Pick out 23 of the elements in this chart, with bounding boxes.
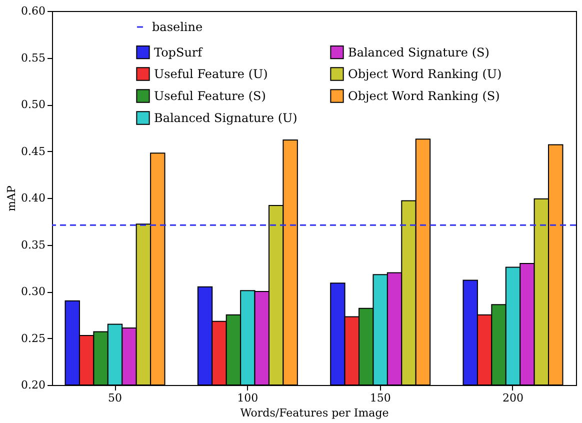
legend-label: Useful Feature (S): [154, 89, 266, 103]
y-tick-label: 0.55: [21, 51, 46, 64]
x-tick-label: 50: [108, 392, 122, 404]
y-tick-label: 0.50: [21, 98, 46, 111]
y-tick-label: 0.60: [21, 4, 46, 18]
legend-label: TopSurf: [154, 45, 204, 60]
legend-label: Balanced Signature (U): [154, 111, 298, 125]
y-tick-label: 0.35: [21, 238, 46, 252]
y-tick-label: 0.40: [21, 192, 46, 204]
x-tick-label: 200: [502, 392, 524, 404]
y-tick-label: 0.30: [21, 285, 46, 298]
x-axis-title: Words/Features per Image: [240, 406, 389, 420]
legend-label: baseline: [152, 20, 203, 34]
y-tick-label: 0.20: [21, 378, 46, 392]
legend-label: Balanced Signature (S): [348, 45, 490, 60]
y-tick-label: 0.45: [21, 144, 46, 158]
y-tick-label: 0.25: [21, 332, 46, 345]
legend-label: Object Word Ranking (S): [348, 89, 500, 103]
legend-label: Useful Feature (U): [154, 67, 268, 81]
y-axis-title: mAP: [5, 185, 18, 212]
x-tick-label: 150: [370, 392, 391, 404]
legend-label: Object Word Ranking (U): [348, 67, 502, 81]
x-tick-label: 100: [237, 392, 258, 404]
